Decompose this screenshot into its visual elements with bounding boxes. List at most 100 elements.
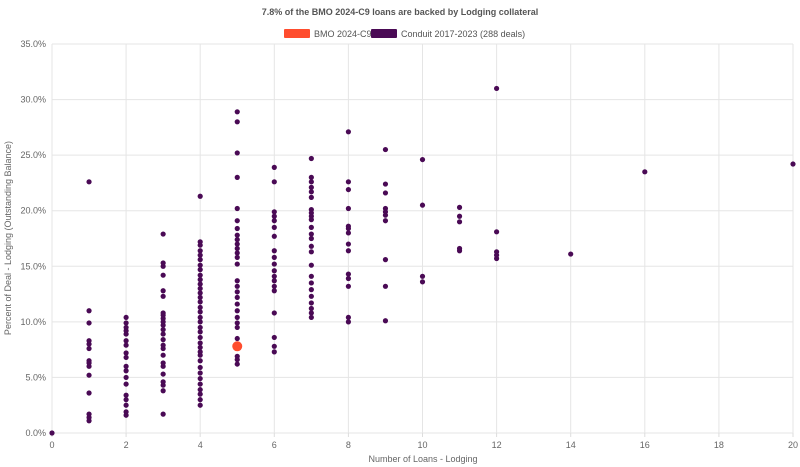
- data-point-conduit[interactable]: [382, 218, 389, 224]
- data-point-conduit[interactable]: [160, 293, 166, 299]
- data-point-conduit[interactable]: [271, 213, 277, 219]
- data-point-conduit[interactable]: [308, 231, 314, 237]
- data-point-conduit[interactable]: [345, 179, 351, 185]
- data-point-conduit[interactable]: [160, 337, 166, 343]
- data-point-conduit[interactable]: [123, 409, 129, 415]
- data-point-conduit[interactable]: [197, 281, 203, 287]
- data-point-conduit[interactable]: [308, 293, 314, 299]
- data-point-conduit[interactable]: [345, 283, 351, 289]
- data-point-conduit[interactable]: [234, 174, 240, 180]
- data-point-conduit[interactable]: [382, 190, 389, 196]
- data-point-conduit[interactable]: [197, 324, 203, 331]
- data-point-conduit[interactable]: [568, 251, 574, 257]
- data-point-conduit[interactable]: [197, 285, 203, 292]
- data-point-conduit[interactable]: [123, 392, 129, 398]
- data-point-conduit[interactable]: [790, 161, 796, 167]
- data-point-conduit[interactable]: [308, 224, 314, 230]
- data-point-conduit[interactable]: [197, 193, 203, 199]
- data-point-conduit[interactable]: [123, 402, 129, 408]
- data-point-conduit[interactable]: [308, 305, 314, 312]
- data-point-conduit[interactable]: [123, 314, 129, 321]
- data-point-conduit[interactable]: [345, 230, 351, 236]
- data-point-conduit[interactable]: [86, 345, 92, 352]
- data-point-conduit[interactable]: [86, 372, 92, 378]
- data-point-conduit[interactable]: [271, 209, 277, 215]
- data-point-conduit[interactable]: [49, 430, 55, 436]
- data-point-conduit[interactable]: [160, 288, 166, 294]
- data-point-conduit[interactable]: [234, 353, 240, 359]
- data-point-conduit[interactable]: [234, 320, 240, 326]
- data-point-conduit[interactable]: [197, 314, 203, 321]
- data-point-conduit[interactable]: [197, 381, 203, 387]
- data-point-conduit[interactable]: [345, 248, 351, 254]
- data-point-conduit[interactable]: [308, 243, 314, 249]
- data-point-conduit[interactable]: [123, 397, 129, 403]
- data-point-conduit[interactable]: [494, 85, 500, 92]
- data-point-conduit[interactable]: [123, 338, 129, 344]
- data-point-conduit[interactable]: [271, 254, 277, 260]
- data-point-conduit[interactable]: [123, 381, 129, 387]
- data-point-conduit[interactable]: [345, 314, 351, 321]
- data-point-conduit[interactable]: [308, 174, 314, 180]
- data-point-conduit[interactable]: [197, 391, 203, 397]
- data-point-conduit[interactable]: [345, 205, 351, 212]
- data-point-conduit[interactable]: [86, 390, 92, 396]
- data-point-conduit[interactable]: [271, 283, 277, 289]
- data-point-conduit[interactable]: [123, 324, 129, 331]
- data-point-conduit[interactable]: [234, 261, 240, 267]
- data-point-conduit[interactable]: [271, 343, 277, 349]
- data-point-conduit[interactable]: [382, 283, 389, 289]
- data-point-conduit[interactable]: [160, 360, 166, 366]
- data-point-conduit[interactable]: [197, 272, 203, 278]
- data-point-conduit[interactable]: [123, 363, 129, 369]
- data-point-conduit[interactable]: [197, 358, 203, 364]
- data-point-conduit[interactable]: [234, 218, 240, 224]
- data-point-conduit[interactable]: [308, 273, 314, 279]
- data-point-conduit[interactable]: [234, 314, 240, 321]
- data-point-conduit[interactable]: [308, 155, 314, 162]
- data-point-conduit[interactable]: [160, 371, 166, 377]
- data-point-conduit[interactable]: [234, 232, 240, 238]
- data-point-conduit[interactable]: [308, 310, 314, 316]
- data-point-conduit[interactable]: [234, 301, 240, 307]
- data-point-conduit[interactable]: [271, 288, 277, 294]
- data-point-conduit[interactable]: [271, 278, 277, 284]
- data-point-conduit[interactable]: [197, 397, 203, 403]
- data-point-conduit[interactable]: [86, 308, 92, 314]
- data-point-conduit[interactable]: [234, 294, 240, 301]
- data-point-conduit[interactable]: [382, 146, 389, 153]
- data-point-conduit[interactable]: [197, 319, 203, 325]
- data-point-conduit[interactable]: [160, 272, 166, 278]
- data-point-conduit[interactable]: [160, 379, 166, 385]
- data-point-conduit[interactable]: [234, 335, 240, 342]
- data-point-conduit[interactable]: [456, 204, 463, 210]
- data-point-conduit[interactable]: [234, 361, 240, 367]
- data-point-conduit[interactable]: [197, 277, 203, 283]
- data-point-conduit[interactable]: [234, 205, 240, 212]
- legend-label-bmo[interactable]: BMO 2024-C9: [314, 29, 372, 39]
- data-point-conduit[interactable]: [160, 327, 166, 333]
- data-point-conduit[interactable]: [123, 350, 129, 356]
- data-point-conduit[interactable]: [642, 169, 648, 175]
- data-point-conduit[interactable]: [197, 257, 203, 263]
- data-point-conduit[interactable]: [123, 354, 129, 361]
- data-point-conduit[interactable]: [308, 280, 314, 286]
- data-point-conduit[interactable]: [382, 181, 389, 187]
- data-point-conduit[interactable]: [271, 218, 277, 224]
- data-point-conduit[interactable]: [234, 250, 240, 256]
- data-point-bmo[interactable]: [232, 341, 243, 352]
- data-point-conduit[interactable]: [197, 309, 203, 315]
- data-point-conduit[interactable]: [234, 289, 240, 295]
- data-point-conduit[interactable]: [271, 273, 277, 279]
- data-point-conduit[interactable]: [234, 150, 240, 156]
- data-point-conduit[interactable]: [160, 331, 166, 337]
- data-point-conduit[interactable]: [271, 268, 277, 274]
- data-point-conduit[interactable]: [160, 411, 166, 417]
- data-point-conduit[interactable]: [123, 374, 129, 381]
- data-point-conduit[interactable]: [345, 223, 351, 229]
- data-point-conduit[interactable]: [123, 320, 129, 326]
- data-point-conduit[interactable]: [308, 300, 314, 306]
- data-point-conduit[interactable]: [160, 352, 166, 358]
- data-point-conduit[interactable]: [271, 310, 277, 316]
- data-point-conduit[interactable]: [494, 249, 500, 255]
